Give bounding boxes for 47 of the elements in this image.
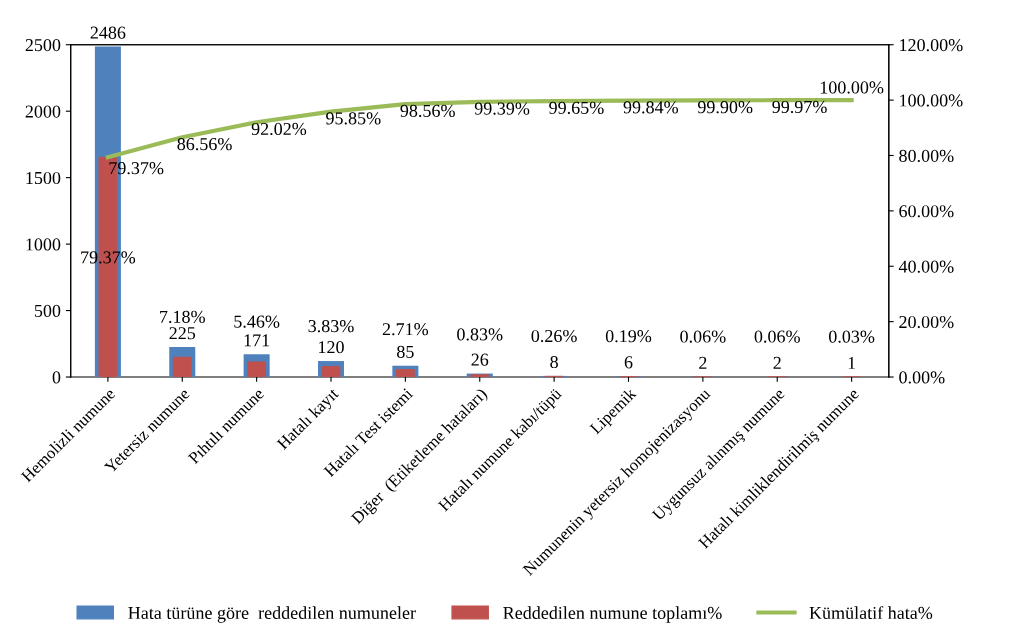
data-label: 8 <box>550 355 558 369</box>
y2-tick-label: 120.00% <box>900 38 963 52</box>
data-label: 99.65% <box>549 101 604 114</box>
y2-tick-label: 20.00% <box>899 315 954 329</box>
data-label: 0.26% <box>531 329 577 343</box>
data-label: 2486 <box>90 26 126 39</box>
legend-label: Kümülatif hata% <box>809 606 933 620</box>
data-label: 99.97% <box>772 100 827 114</box>
data-label: 99.84% <box>623 101 679 114</box>
data-label: 85 <box>397 345 414 358</box>
data-label: 99.39% <box>474 102 530 115</box>
y2-tick-label: 100.00% <box>900 94 963 107</box>
data-label: 0.06% <box>680 330 726 343</box>
data-label: 1 <box>848 356 856 369</box>
data-label: 171 <box>244 334 270 347</box>
y2-tick-label: 40.00% <box>898 260 954 273</box>
data-label: 5.46% <box>234 315 280 328</box>
data-label: 0.19% <box>605 330 652 343</box>
data-label: 120 <box>319 341 344 354</box>
data-label: 3.83% <box>308 320 354 333</box>
data-label: 98.56% <box>400 104 455 117</box>
data-label: 99.90% <box>697 101 753 114</box>
legend-label: Hata türüne göre reddedilen numuneler <box>128 606 416 623</box>
data-label: 2 <box>699 356 707 369</box>
data-label: 26 <box>471 353 489 366</box>
data-label: 86.56% <box>177 137 232 151</box>
data-label: 2.71% <box>382 323 429 336</box>
data-label: 0.06% <box>754 330 800 343</box>
data-label: 100.00% <box>820 81 884 94</box>
data-label: 95.85% <box>326 112 381 125</box>
data-label: 7.18% <box>160 310 205 323</box>
data-label: 0.03% <box>828 330 875 343</box>
data-label: 6 <box>624 356 633 369</box>
data-label: 225 <box>169 327 196 340</box>
data-label: 2 <box>773 356 781 369</box>
data-label: 0.83% <box>457 328 503 341</box>
y-tick-label: 500 <box>34 304 61 317</box>
y-tick-label: 0 <box>52 371 61 384</box>
y-tick-label: 2500 <box>25 38 61 52</box>
data-label: 92.02% <box>251 122 307 136</box>
legend-label: Reddedilen numune toplamı% <box>503 606 722 623</box>
y-tick-label: 1000 <box>26 238 61 251</box>
y2-tick-label: 60.00% <box>899 205 954 218</box>
y-tick-label: 2000 <box>25 105 61 118</box>
y2-tick-label: 0.00% <box>899 371 945 384</box>
y-tick-label: 1500 <box>26 171 61 185</box>
y2-tick-label: 80.00% <box>899 149 954 163</box>
